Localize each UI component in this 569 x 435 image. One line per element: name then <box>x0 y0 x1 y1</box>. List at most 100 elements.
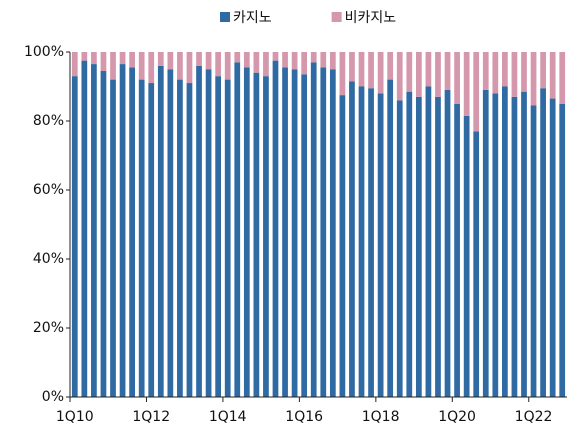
bar-segment <box>320 52 327 68</box>
bar-segment <box>349 81 355 397</box>
bar-segment <box>81 60 88 397</box>
bar-segment <box>521 91 527 398</box>
x-tick-label: 1Q10 <box>56 409 94 425</box>
bar-segment <box>454 52 460 104</box>
bar-segment <box>530 52 537 106</box>
bar-segment <box>301 74 308 398</box>
bar-segment <box>444 52 451 90</box>
bar-segment <box>301 52 308 75</box>
bar-segment <box>81 52 88 61</box>
bar-segment <box>148 52 155 84</box>
y-tick-label: 60% <box>33 182 64 198</box>
bar-segment <box>511 52 518 97</box>
y-tick-label: 100% <box>24 44 64 60</box>
bar-segment <box>358 52 365 87</box>
y-tick-label: 40% <box>33 251 64 267</box>
bar-segment <box>129 52 135 68</box>
bar-segment <box>253 52 260 73</box>
bar-segment <box>559 103 566 397</box>
x-tick-label: 1Q12 <box>132 409 170 425</box>
bar-segment <box>482 89 489 397</box>
bar-segment <box>282 67 288 398</box>
bar-segment <box>415 52 422 97</box>
bar-segment <box>482 52 489 90</box>
bar-segment <box>282 52 288 68</box>
bar-segment <box>502 86 508 397</box>
bar-segment <box>119 52 126 65</box>
bar-segment <box>215 52 222 77</box>
bar-segment <box>138 79 145 397</box>
bar-segment <box>396 100 403 398</box>
bar-segment <box>291 52 298 70</box>
bar-segment <box>406 91 413 398</box>
bar-segment <box>425 52 432 87</box>
bar-segment <box>100 52 107 71</box>
bar-segment <box>320 67 327 398</box>
bar-segment <box>263 76 269 398</box>
bar-segment <box>377 93 384 398</box>
bar-segment <box>263 52 269 77</box>
bar-segment <box>435 52 441 97</box>
bar-segment <box>454 103 460 397</box>
x-tick-label: 1Q20 <box>438 409 476 425</box>
bar-segment <box>167 69 174 397</box>
bar-segment <box>329 52 336 70</box>
bar-segment <box>559 52 566 104</box>
x-tick-label: 1Q18 <box>362 409 400 425</box>
bar-segment <box>157 65 164 398</box>
y-tick-label: 20% <box>33 320 64 336</box>
bar-segment <box>243 52 250 68</box>
x-tick-label: 1Q22 <box>515 409 553 425</box>
bar-segment <box>329 69 336 397</box>
bar-segment <box>463 52 470 116</box>
bar-segment <box>387 52 394 80</box>
legend-swatch <box>331 12 342 22</box>
bar-segment <box>119 64 126 397</box>
bar-segment <box>444 89 451 397</box>
bar-segment <box>435 96 441 397</box>
bar-segment <box>511 96 518 397</box>
bar-segment <box>224 52 231 80</box>
bar-segment <box>224 79 231 397</box>
bar-segment <box>387 79 394 397</box>
bar-segment <box>540 52 546 89</box>
bar-segment <box>521 52 527 92</box>
bar-segment <box>196 65 202 398</box>
bar-segment <box>492 93 499 398</box>
bar-segment <box>91 64 97 397</box>
bar-segment <box>196 52 202 66</box>
bar-segment <box>253 72 260 397</box>
bar-segment <box>339 52 346 96</box>
bar-segment <box>530 105 537 397</box>
bar-segment <box>71 52 78 77</box>
bar-segment <box>177 79 183 397</box>
y-tick-label: 80% <box>33 113 64 129</box>
bar-segment <box>339 95 346 397</box>
bar-segment <box>272 60 279 397</box>
bar-segment <box>167 52 174 70</box>
bar-segment <box>110 79 116 397</box>
bar-segment <box>549 52 556 99</box>
bar-segment <box>129 67 135 398</box>
bar-segment <box>540 88 546 397</box>
bar-segment <box>310 52 317 63</box>
bar-segment <box>396 52 403 101</box>
bar-segment <box>368 88 374 397</box>
bar-segment <box>71 76 78 398</box>
legend-swatch <box>220 12 230 22</box>
bar-segment <box>205 69 212 397</box>
y-tick-label: 0% <box>42 389 64 405</box>
bar-segment <box>406 52 413 92</box>
x-tick-label: 1Q16 <box>285 409 323 425</box>
bar-segment <box>186 83 193 398</box>
bar-segment <box>463 115 470 397</box>
bar-segment <box>243 67 250 398</box>
bar-segment <box>110 52 116 80</box>
bar-segment <box>215 76 222 398</box>
bar-segment <box>177 52 183 80</box>
x-tick-label: 1Q14 <box>209 409 247 425</box>
bar-segment <box>549 98 556 397</box>
bar-segment <box>415 96 422 397</box>
bar-segment <box>234 52 241 63</box>
